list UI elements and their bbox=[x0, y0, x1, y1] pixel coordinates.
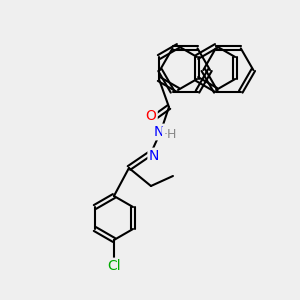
Text: O: O bbox=[146, 109, 156, 123]
Text: Cl: Cl bbox=[107, 259, 121, 273]
Text: N: N bbox=[154, 125, 164, 139]
Text: ·H: ·H bbox=[163, 128, 177, 140]
Text: N: N bbox=[149, 149, 159, 163]
